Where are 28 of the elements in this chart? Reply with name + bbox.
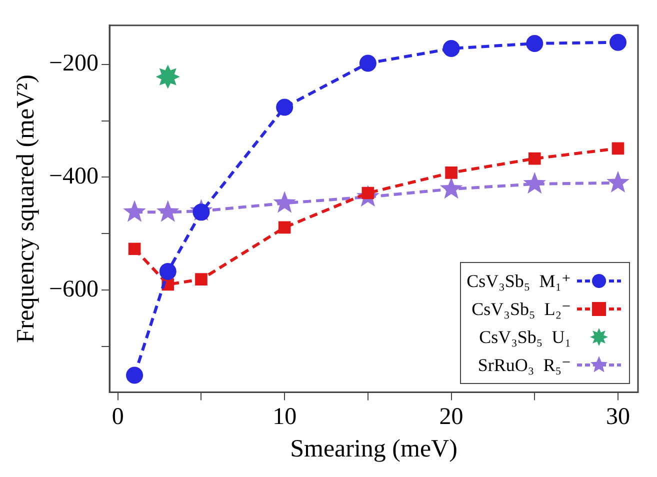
point bbox=[526, 34, 544, 52]
x-axis-title: Smearing (meV) bbox=[290, 436, 458, 463]
y-tick-label: −200 bbox=[48, 50, 99, 77]
point bbox=[359, 54, 376, 72]
point bbox=[195, 273, 208, 286]
point bbox=[612, 142, 624, 155]
point bbox=[156, 64, 180, 89]
point bbox=[159, 262, 176, 280]
point bbox=[528, 152, 541, 165]
x-tick-label: 20 bbox=[439, 404, 464, 430]
point bbox=[126, 366, 144, 384]
x-tick-label: 30 bbox=[606, 404, 630, 430]
legend-label: CsV₃Sb₅ M₁⁺ bbox=[466, 270, 571, 292]
x-tick-label: 10 bbox=[272, 404, 297, 430]
point bbox=[609, 34, 626, 51]
legend-label: SrRuO₃ R₅⁻ bbox=[478, 354, 571, 376]
point bbox=[278, 221, 291, 234]
legend-label: CsV₃Sb₅ L₂⁻ bbox=[472, 298, 571, 320]
y-tick-label: −400 bbox=[48, 163, 99, 190]
point bbox=[128, 242, 141, 256]
y-axis-title: Frequency squared (meV²) bbox=[12, 74, 40, 344]
point bbox=[606, 170, 630, 193]
x-tick-label: 0 bbox=[112, 404, 124, 430]
legend-label: CsV₃Sb₅ U₁ bbox=[479, 326, 571, 348]
y-tick-label: −600 bbox=[48, 276, 99, 302]
point bbox=[276, 98, 294, 116]
point bbox=[445, 166, 458, 179]
point bbox=[442, 40, 460, 58]
